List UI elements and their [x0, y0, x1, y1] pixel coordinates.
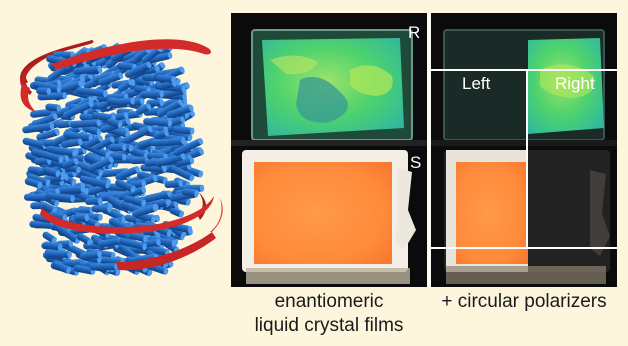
caption-line-2: liquid crystal films [254, 315, 404, 336]
label-s: S [410, 153, 422, 172]
caption-circular-polarizers: + circular polarizers [441, 291, 607, 312]
circular-polarizers-photo [431, 13, 617, 287]
caption-enantiomeric-films: enantiomeric liquid crystal films [231, 290, 427, 338]
label-left: Left [462, 74, 491, 93]
caption-line-1: enantiomeric [274, 291, 384, 312]
helix-front [20, 39, 223, 271]
panel-grid-lines [427, 13, 617, 287]
label-right: Right [555, 74, 595, 93]
enantiomeric-films-photo [231, 13, 427, 287]
liquid-crystal-rod-cylinder [22, 42, 205, 277]
s-film [254, 162, 392, 264]
label-r: R [408, 23, 421, 42]
